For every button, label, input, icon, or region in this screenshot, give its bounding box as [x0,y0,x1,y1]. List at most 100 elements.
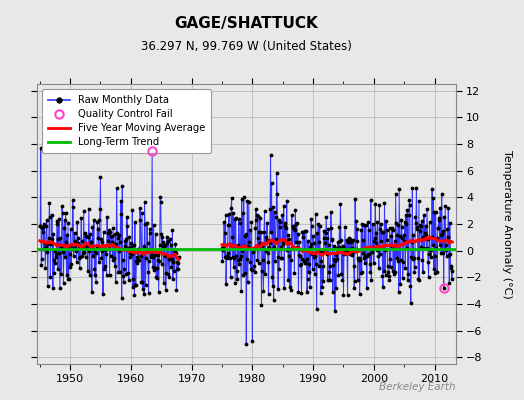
Point [257,228,265,235]
Point [369,221,377,228]
Point [270,209,279,216]
Point [406,202,414,208]
Point [120,266,128,272]
Point [408,239,416,245]
Point [86,230,94,237]
Point [170,268,179,274]
Point [396,281,405,287]
Point [256,239,265,246]
Point [294,231,302,237]
Point [86,239,95,246]
Point [223,253,231,259]
Point [36,223,44,229]
Point [373,218,381,225]
Point [232,215,240,221]
Point [384,273,392,279]
Point [354,277,362,283]
Point [292,221,301,227]
Point [128,251,136,257]
Point [267,229,275,236]
Point [318,284,326,290]
Point [71,248,80,254]
Point [220,219,228,225]
Point [271,236,280,242]
Point [45,234,53,241]
Point [43,283,52,289]
Point [272,214,280,220]
Point [402,245,411,251]
Point [218,245,226,251]
Point [439,250,447,256]
Point [75,243,83,250]
Point [140,291,148,297]
Point [36,223,45,230]
Point [346,250,355,256]
Point [112,279,120,286]
Point [168,256,176,262]
Point [139,286,147,292]
Point [152,265,161,272]
Point [291,227,299,234]
Point [374,246,382,253]
Point [90,266,99,272]
Point [378,273,387,279]
Point [316,290,325,296]
Point [440,214,449,220]
Point [415,277,423,283]
Point [255,229,264,235]
Point [108,239,116,245]
Point [419,233,428,240]
Point [446,251,454,257]
Point [314,239,323,246]
Point [88,224,96,230]
Point [315,222,324,229]
Point [328,237,336,243]
Point [436,205,444,211]
Point [404,271,412,278]
Point [283,231,292,238]
Point [234,242,242,248]
Point [432,245,440,251]
Point [172,287,181,293]
Point [130,218,139,225]
Point [80,208,88,214]
Point [160,242,169,248]
Point [50,270,58,276]
Point [308,223,316,229]
Point [174,266,183,272]
Point [408,184,417,191]
Point [390,238,399,244]
Point [409,256,417,262]
Point [425,219,434,226]
Point [105,227,113,233]
Point [132,281,140,288]
Point [134,245,142,252]
Point [61,210,70,216]
Point [248,266,256,273]
Point [396,232,404,239]
Point [139,243,148,250]
Point [399,274,407,281]
Point [146,230,154,236]
Point [416,228,424,234]
Point [96,174,105,180]
Point [162,234,171,240]
Point [359,237,367,243]
Point [389,268,397,274]
Point [151,265,159,271]
Point [67,261,75,267]
Point [384,263,392,269]
Point [143,246,151,252]
Point [238,247,246,254]
Point [329,289,337,295]
Point [40,240,49,246]
Point [345,234,353,241]
Point [372,230,380,236]
Point [121,238,129,244]
Point [344,246,353,252]
Point [429,242,437,248]
Point [302,256,311,262]
Point [111,263,119,269]
Point [381,271,390,278]
Point [324,277,332,283]
